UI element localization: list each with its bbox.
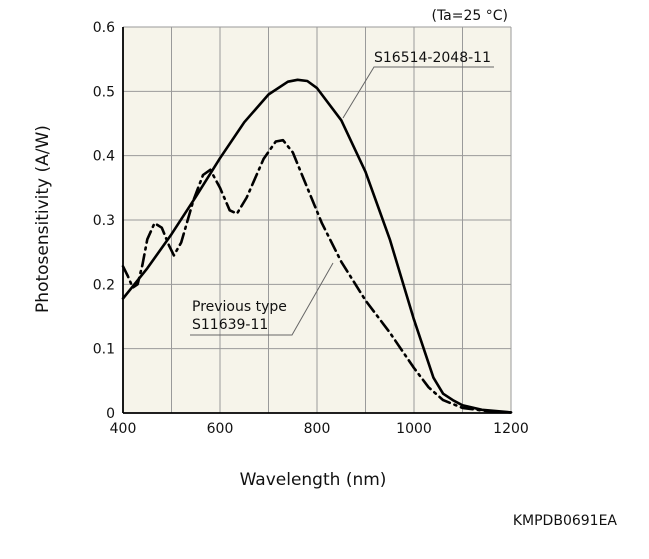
series-1-label: S16514-2048-11 — [374, 50, 491, 66]
series-2-leader-line — [190, 262, 334, 336]
x-tick-label: 600 — [207, 421, 234, 437]
y-tick-label: 0.1 — [93, 342, 115, 358]
x-tick-label: 1200 — [493, 421, 529, 437]
y-tick-label: 0.2 — [93, 277, 115, 293]
x-tick-label: 1000 — [396, 421, 432, 437]
y-tick-label: 0.4 — [93, 149, 115, 165]
series-2-label-line2: S11639-11 — [192, 317, 268, 333]
y-tick-label: 0.6 — [93, 20, 115, 36]
condition-note: (Ta=25 °C) — [431, 8, 508, 24]
y-axis-title: Photosensitivity (A/W) — [33, 125, 53, 313]
series-1-leader-line — [342, 66, 494, 119]
x-tick-label: 400 — [110, 421, 137, 437]
x-axis-title: Wavelength (nm) — [240, 470, 387, 490]
footer-code: KMPDB0691EA — [513, 513, 618, 529]
series-line-1 — [121, 78, 513, 414]
series-line-2 — [121, 138, 513, 414]
y-tick-label: 0 — [106, 406, 115, 422]
series-2-label-line1: Previous type — [192, 299, 287, 315]
y-tick-label: 0.5 — [93, 84, 115, 100]
y-tick-label: 0.3 — [93, 213, 115, 229]
x-tick-label: 800 — [304, 421, 331, 437]
